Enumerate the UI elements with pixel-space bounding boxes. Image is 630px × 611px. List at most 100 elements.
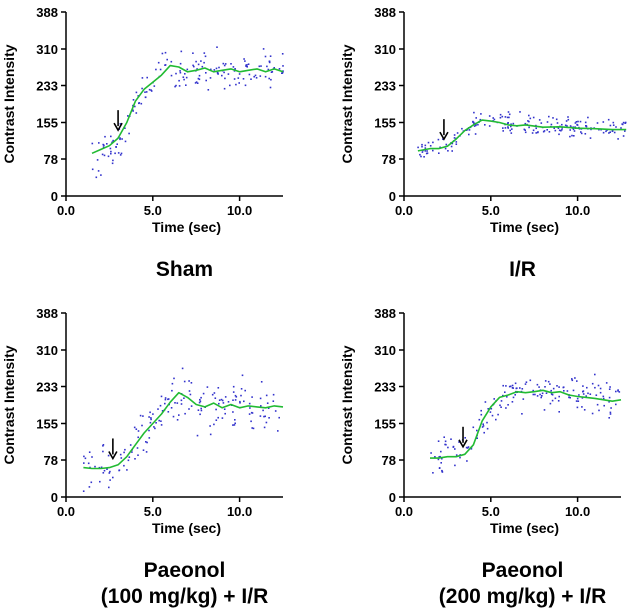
data-point: [216, 46, 218, 48]
data-point: [612, 121, 615, 124]
data-point: [502, 394, 504, 397]
data-point: [609, 131, 611, 133]
y-tick-label: 233: [374, 79, 396, 94]
data-point: [445, 143, 448, 146]
y-tick-label: 388: [374, 5, 396, 20]
data-point: [206, 386, 209, 388]
data-point: [203, 61, 205, 64]
data-point: [127, 459, 130, 462]
data-point: [170, 60, 173, 63]
x-tick-label: 5.0: [482, 504, 500, 519]
data-point: [218, 66, 220, 69]
y-tick-label: 233: [36, 79, 58, 94]
data-point: [98, 142, 100, 144]
data-point: [544, 386, 546, 388]
data-point: [141, 87, 143, 90]
data-point: [585, 125, 587, 127]
y-tick-label: 155: [374, 416, 396, 431]
data-point: [223, 71, 225, 74]
data-point: [608, 396, 611, 399]
data-point: [473, 125, 476, 127]
y-tick-label: 388: [374, 306, 396, 321]
data-point: [103, 469, 106, 472]
data-point: [558, 129, 561, 132]
data-point: [444, 147, 447, 150]
data-point: [215, 419, 218, 421]
y-tick-label: 78: [382, 152, 396, 167]
data-point: [543, 409, 546, 411]
data-point: [197, 63, 200, 66]
data-point: [528, 114, 530, 117]
data-point: [250, 411, 253, 414]
data-point: [135, 112, 138, 114]
data-point: [486, 421, 488, 424]
data-point: [265, 421, 268, 424]
data-point: [178, 85, 181, 87]
data-point: [109, 479, 111, 481]
data-point: [250, 78, 252, 80]
data-point: [546, 121, 549, 123]
data-point: [445, 443, 447, 446]
data-point: [201, 65, 204, 68]
data-point: [260, 381, 263, 383]
y-tick-label: 0: [389, 490, 396, 505]
data-point: [101, 153, 104, 156]
data-point: [438, 467, 441, 469]
data-point: [175, 84, 177, 87]
data-point: [544, 380, 547, 382]
data-point: [455, 454, 458, 456]
data-point: [499, 113, 502, 116]
data-point: [134, 105, 136, 108]
data-point: [123, 464, 125, 467]
data-point: [514, 382, 517, 385]
data-point: [548, 115, 550, 118]
data-point: [232, 424, 234, 426]
fit-line: [83, 391, 284, 470]
data-point: [148, 429, 150, 432]
data-point: [438, 456, 440, 458]
data-point: [235, 396, 238, 398]
data-point: [247, 63, 250, 65]
data-point: [233, 78, 236, 80]
data-point: [439, 455, 441, 458]
data-point: [622, 121, 625, 124]
data-point: [561, 128, 563, 131]
data-point: [141, 424, 143, 427]
data-point: [552, 387, 555, 390]
data-point: [573, 130, 576, 132]
data-point: [580, 132, 583, 135]
data-point: [232, 391, 235, 393]
data-point: [480, 409, 482, 412]
panel-title: Paeonol: [482, 559, 564, 582]
data-point: [114, 152, 116, 155]
data-point: [450, 145, 453, 148]
data-point: [566, 125, 568, 127]
injection-arrow-icon: [439, 119, 449, 141]
data-point: [265, 394, 268, 397]
data-point: [617, 389, 619, 391]
data-point: [222, 62, 225, 65]
data-point: [609, 413, 612, 415]
data-point: [281, 53, 284, 55]
data-point: [171, 389, 173, 392]
data-point: [102, 146, 105, 148]
data-point: [618, 391, 621, 393]
data-point: [569, 129, 571, 131]
data-point: [420, 155, 422, 158]
data-point: [590, 128, 592, 131]
data-point: [438, 152, 440, 154]
data-point: [534, 393, 536, 396]
data-point: [478, 418, 481, 421]
data-point: [573, 135, 575, 137]
data-point: [144, 96, 147, 98]
data-point: [495, 418, 497, 421]
data-point: [142, 449, 145, 451]
data-point: [482, 425, 485, 427]
data-point: [188, 380, 190, 382]
data-point: [598, 409, 600, 412]
data-point: [541, 395, 543, 397]
data-point: [591, 412, 594, 415]
data-point: [459, 456, 461, 459]
data-point: [458, 441, 460, 443]
data-point: [141, 77, 144, 79]
